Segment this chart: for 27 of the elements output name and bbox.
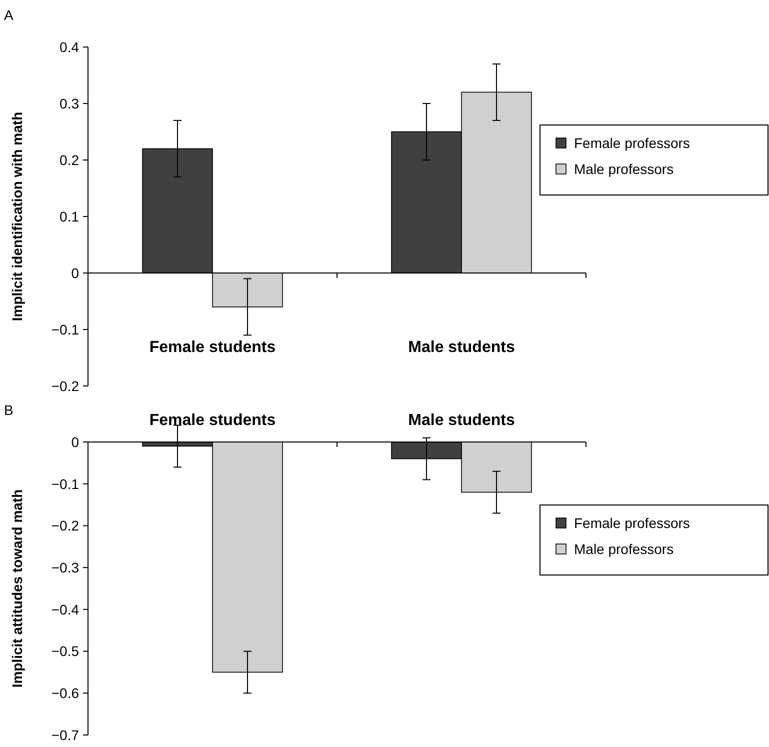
y-tick-label: −0.3 — [51, 559, 80, 576]
x-tick-label: Female students — [149, 339, 276, 356]
chart-title: A — [4, 7, 14, 23]
chart-title: B — [4, 402, 14, 418]
legend-label: Female professors — [574, 134, 690, 151]
y-tick-label: −0.1 — [51, 321, 80, 338]
legend-label: Male professors — [574, 160, 674, 177]
y-axis-title: Implicit attitudes toward math — [9, 489, 25, 688]
y-tick-label: −0.6 — [51, 685, 80, 702]
y-tick-label: 0 — [71, 264, 80, 281]
y-tick-label: −0.7 — [51, 726, 80, 743]
x-tick-label: Male students — [408, 412, 515, 429]
y-tick-label: 0.1 — [60, 208, 80, 224]
y-tick-label: −0.5 — [51, 643, 80, 660]
y-tick-label: 0.3 — [60, 95, 80, 112]
y-tick-label: 0 — [71, 434, 80, 450]
x-tick-label: Male students — [408, 339, 515, 356]
y-tick-label: −0.2 — [51, 518, 80, 534]
y-tick-label: −0.2 — [51, 378, 80, 394]
y-tick-label: −0.1 — [51, 476, 80, 492]
x-tick-label: Female students — [149, 412, 276, 429]
y-tick-label: 0.2 — [60, 152, 80, 168]
y-axis-title: Implicit identification with math — [9, 112, 25, 322]
y-tick-label: −0.4 — [51, 601, 80, 618]
legend-label: Male professors — [574, 540, 674, 557]
legend-label: Female professors — [574, 514, 690, 531]
y-tick-label: 0.4 — [60, 38, 80, 55]
